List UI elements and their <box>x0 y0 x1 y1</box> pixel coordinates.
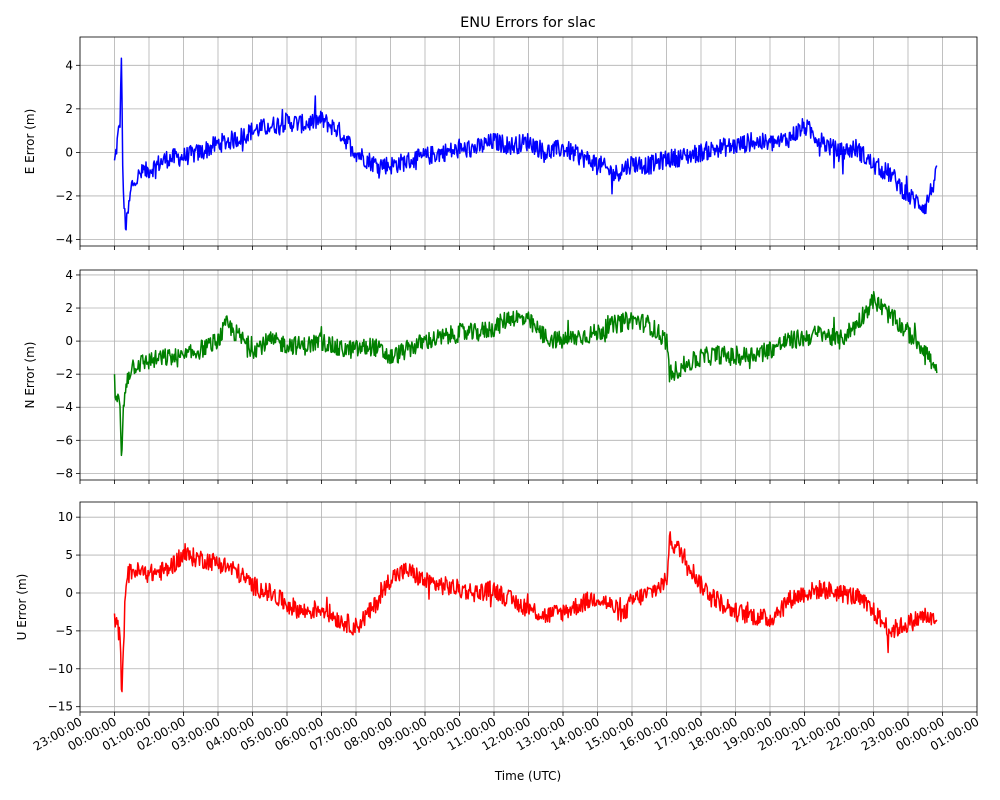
error-series-line <box>113 531 938 693</box>
plot-frame <box>79 501 978 713</box>
y-tick-label: −15 <box>48 700 73 714</box>
y-axis-title: E Error (m) <box>23 109 37 175</box>
y-tick-label: 4 <box>65 268 73 282</box>
e-error-subplot: −4 −2 0 2 4 E Error (m) <box>23 36 978 250</box>
y-tick-label: −5 <box>55 624 73 638</box>
n-error-subplot: −8 −6 −4 −2 0 2 4 N Error (m) <box>23 268 978 484</box>
y-tick-label: −2 <box>55 189 73 203</box>
y-axis-title: N Error (m) <box>23 342 37 409</box>
y-tick-label: 0 <box>65 145 73 159</box>
time-axis: 23:00:0000:00:0001:00:0002:00:0003:00:00… <box>31 714 982 753</box>
y-axis-title: U Error (m) <box>15 574 29 641</box>
plot-frame <box>79 269 978 481</box>
y-tick-label: 10 <box>58 510 73 524</box>
y-tick-label: 5 <box>65 548 73 562</box>
y-tick-label: 4 <box>65 58 73 72</box>
y-tick-label: −4 <box>55 232 73 246</box>
chart-title: ENU Errors for slac <box>460 15 596 31</box>
y-tick-label: −10 <box>48 662 73 676</box>
y-tick-label: −4 <box>55 400 73 414</box>
x-axis-title: Time (UTC) <box>494 769 561 783</box>
y-tick-label: −6 <box>55 433 73 447</box>
y-tick-label: 0 <box>65 586 73 600</box>
u-error-subplot: −15 −10 −5 0 5 10 U Error (m) <box>15 501 978 716</box>
y-tick-label: −2 <box>55 367 73 381</box>
y-tick-label: −8 <box>55 466 73 480</box>
y-tick-label: 0 <box>65 334 73 348</box>
y-tick-label: 2 <box>65 102 73 116</box>
error-series-line <box>113 57 938 231</box>
error-series-line <box>113 290 938 457</box>
y-tick-label: 2 <box>65 301 73 315</box>
plot-frame <box>79 36 978 247</box>
